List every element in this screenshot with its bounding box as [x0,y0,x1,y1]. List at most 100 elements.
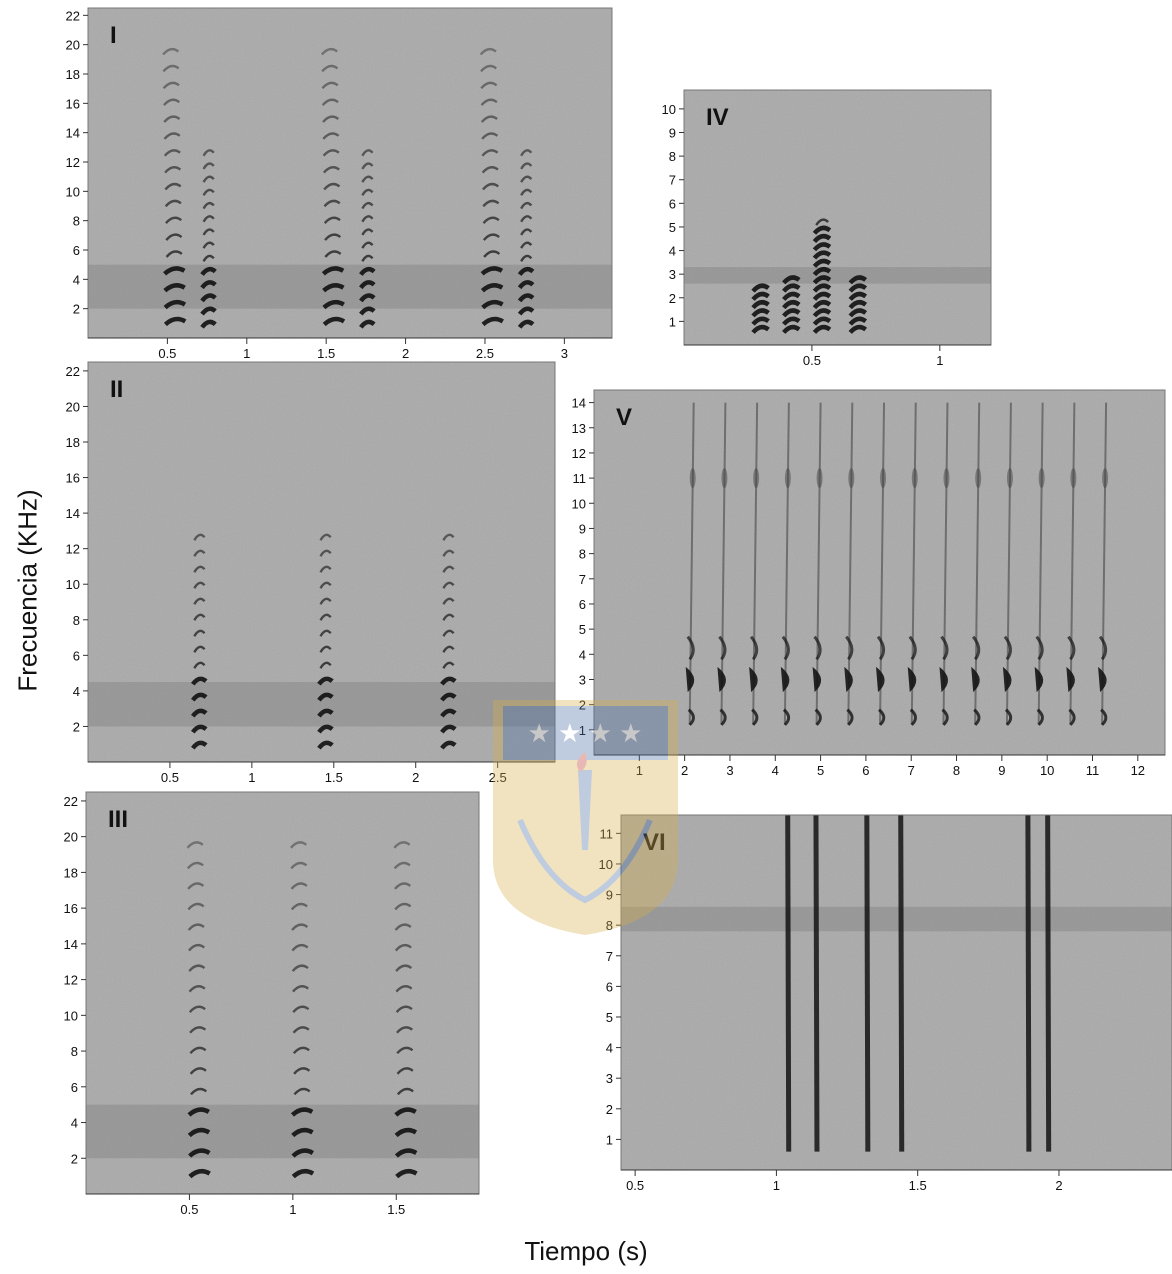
panel-label: VI [643,829,666,856]
x-tick-label: 1.5 [317,346,335,361]
x-tick-label: 2.5 [489,770,507,785]
y-tick-label: 16 [66,471,80,486]
call-mark [1098,402,1109,726]
y-tick-label: 10 [66,577,80,592]
y-tick-label: 6 [73,243,80,258]
call-mark [1034,402,1045,726]
y-tick-label: 6 [669,196,676,211]
y-tick-label: 12 [572,446,586,461]
y-tick-label: 18 [66,67,80,82]
y-tick-label: 11 [600,826,614,841]
call-mark [1025,815,1032,1152]
panel-label: III [108,806,128,833]
x-tick-label: 12 [1131,763,1145,778]
call-mark [780,402,791,726]
y-tick-label: 4 [73,684,80,699]
y-tick-label: 3 [669,267,676,282]
spectrogram-noise [86,792,479,1194]
y-tick-label: 4 [606,1041,613,1056]
y-tick-label: 2 [579,698,586,713]
y-tick-label: 9 [579,521,586,536]
y-tick-label: 8 [669,149,676,164]
noise-band [621,906,1172,932]
spectrogram-noise [684,90,991,345]
y-tick-label: 8 [73,613,80,628]
x-tick-label: 2.5 [476,346,494,361]
y-axis-title: Frecuencia (KHz) [12,489,43,692]
y-tick-label: 10 [64,1008,78,1023]
call-mark [907,402,918,726]
y-tick-label: 7 [669,173,676,188]
call-mark [939,402,950,726]
svg-text:★ ★ ★ ★: ★ ★ ★ ★ [528,718,643,748]
call-mark [1045,815,1052,1152]
panel-label: IV [706,104,729,131]
y-tick-label: 10 [66,184,80,199]
x-tick-label: 1 [243,346,250,361]
x-tick-label: 1 [636,763,643,778]
x-tick-label: 2 [412,770,419,785]
call-mark [717,402,728,726]
y-tick-label: 13 [572,421,586,436]
y-tick-label: 9 [606,888,613,903]
x-tick-label: 1 [289,1202,296,1217]
y-tick-label: 18 [66,435,80,450]
y-tick-label: 3 [606,1071,613,1086]
y-tick-label: 4 [579,647,586,662]
noise-band [86,1104,479,1159]
spectrogram-panel-III: 2 4 6 8 10 12 14 16 18 20 22 0.5 1 1.5 III [64,791,480,1217]
x-tick-label: 0.5 [180,1202,198,1217]
y-tick-label: 5 [606,1010,613,1025]
x-tick-label: 11 [1086,763,1100,778]
x-tick-label: 1 [773,1178,780,1193]
call-mark [864,815,871,1152]
call-mark [191,533,208,750]
call-mark [359,149,376,329]
spectrogram-noise [621,815,1172,1170]
y-tick-label: 1 [669,314,676,329]
y-tick-label: 10 [662,102,676,117]
x-tick-label: 1.5 [387,1202,405,1217]
call-mark [1002,402,1013,726]
y-tick-label: 1 [606,1132,613,1147]
call-mark [782,275,801,335]
y-tick-label: 2 [71,1151,78,1166]
y-tick-label: 14 [572,396,586,411]
y-tick-label: 18 [64,865,78,880]
x-tick-label: 4 [772,763,779,778]
x-tick-label: 9 [998,763,1005,778]
call-mark [317,533,334,750]
y-tick-label: 12 [66,155,80,170]
call-mark [749,402,760,726]
spectrogram-panel-I: 2 4 6 8 10 12 14 16 18 20 22 0.5 1 1.5 2 2.5 3 I [66,7,613,361]
y-tick-label: 4 [669,244,676,259]
call-mark [685,402,696,726]
x-tick-label: 2 [402,346,409,361]
y-tick-label: 2 [73,719,80,734]
y-tick-label: 14 [66,506,80,521]
noise-band [684,267,991,284]
x-tick-label: 0.5 [158,346,176,361]
x-tick-label: 1 [248,770,255,785]
y-tick-label: 8 [579,547,586,562]
x-tick-label: 0.5 [803,353,821,368]
x-tick-label: 10 [1040,763,1054,778]
y-tick-label: 20 [64,830,78,845]
call-mark [844,402,855,726]
call-mark [813,815,820,1152]
panel-label: I [110,22,117,49]
x-tick-label: 3 [726,763,733,778]
spectrogram-panel-II: 2 4 6 8 10 12 14 16 18 20 22 0.5 1 1.5 2 2.5 II [66,361,556,785]
y-tick-label: 2 [669,291,676,306]
y-tick-label: 11 [573,471,587,486]
call-mark [1066,402,1077,726]
y-tick-label: 22 [64,794,78,809]
y-tick-label: 2 [606,1102,613,1117]
x-tick-label: 8 [953,763,960,778]
call-mark [812,218,832,335]
x-tick-label: 3 [561,346,568,361]
y-tick-label: 22 [66,364,80,379]
call-mark [186,841,211,1179]
y-tick-label: 4 [71,1116,78,1131]
